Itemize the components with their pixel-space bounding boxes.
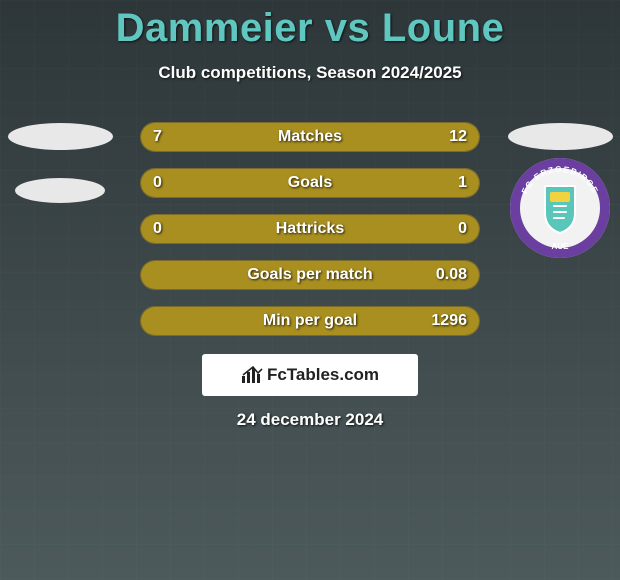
stat-value-right: 0.08 [436, 266, 467, 284]
stat-label: Matches [141, 128, 479, 146]
player-left-col [0, 115, 120, 203]
stat-label: Goals per match [141, 266, 479, 284]
stat-value-right: 0 [458, 220, 467, 238]
club-crest: FC ERZGEBIRGE AUE [510, 158, 610, 258]
player-right-col: FC ERZGEBIRGE AUE [500, 115, 620, 258]
player-right-placeholder [508, 123, 613, 150]
stat-value-right: 12 [449, 128, 467, 146]
stats-container: Matches712Goals01Hattricks00Goals per ma… [140, 122, 480, 336]
stat-value-right: 1296 [431, 312, 467, 330]
stat-value-left: 0 [153, 220, 162, 238]
stat-value-left: 0 [153, 174, 162, 192]
stat-label: Goals [141, 174, 479, 192]
brand-box[interactable]: FcTables.com [202, 354, 418, 396]
stat-row: Min per goal1296 [140, 306, 480, 336]
date-text: 24 december 2024 [0, 410, 620, 430]
player-left-placeholder-2 [15, 178, 105, 203]
player-left-placeholder-1 [8, 123, 113, 150]
stat-row: Goals0 1 [140, 168, 480, 198]
stat-row: Goals per match0.08 [140, 260, 480, 290]
page-title: Dammeier vs Loune [0, 0, 620, 51]
club-crest-svg: FC ERZGEBIRGE AUE [510, 158, 610, 258]
stat-row: Matches7 12 [140, 122, 480, 152]
stat-row: Hattricks0 0 [140, 214, 480, 244]
brand-text: FcTables.com [267, 365, 379, 385]
crest-ring-text-bottom: AUE [552, 242, 570, 251]
bars-icon [241, 366, 263, 384]
stat-label: Hattricks [141, 220, 479, 238]
subtitle: Club competitions, Season 2024/2025 [0, 63, 620, 83]
stat-value-right: 1 [458, 174, 467, 192]
stat-value-left: 7 [153, 128, 162, 146]
stat-label: Min per goal [141, 312, 479, 330]
